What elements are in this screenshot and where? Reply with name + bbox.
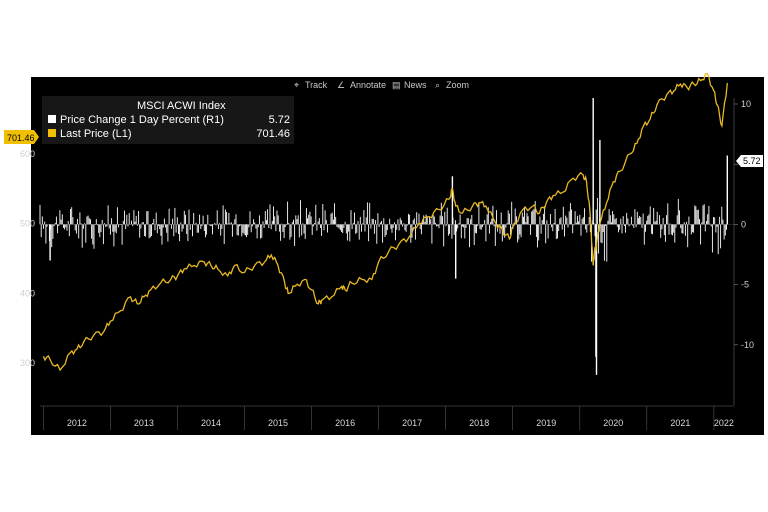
year-label: 2017: [402, 418, 422, 428]
left-price-badge: 701.46: [4, 130, 39, 144]
track-icon: ⌖: [294, 80, 299, 90]
toolbar-track-label: Track: [305, 80, 328, 90]
toolbar-zoom[interactable]: ⌕ Zoom: [435, 80, 469, 90]
right-badge-shape: [736, 155, 763, 167]
right-axis: -10-50510: [734, 99, 754, 350]
price-line: [42, 72, 728, 372]
year-label: 2016: [335, 418, 355, 428]
left-axis: 300 400 500 600: [20, 149, 35, 368]
year-label: 2022: [714, 418, 734, 428]
right-change-badge: 5.72: [736, 155, 763, 167]
left-tick-label: 300: [20, 358, 35, 368]
year-label: 2015: [268, 418, 288, 428]
legend-swatch-price: [48, 129, 56, 137]
right-tick-label: 0: [741, 219, 746, 229]
right-tick-label: -5: [741, 280, 749, 290]
toolbar-news[interactable]: ▤ News: [392, 80, 427, 90]
toolbar-news-label: News: [404, 80, 427, 90]
year-label: 2020: [603, 418, 623, 428]
annotate-icon: ∠: [337, 80, 345, 90]
legend-label-price: Last Price (L1): [60, 128, 132, 140]
year-label: 2019: [536, 418, 556, 428]
legend-swatch-change: [48, 115, 56, 123]
year-label: 2021: [670, 418, 690, 428]
left-badge-value: 701.46: [7, 133, 35, 143]
right-tick-label: -10: [741, 340, 754, 350]
toolbar: ⌖ Track ∠ Annotate ▤ News ⌕ Zoom: [294, 80, 469, 90]
toolbar-annotate[interactable]: ∠ Annotate: [337, 80, 386, 90]
left-tick-label: 400: [20, 288, 35, 298]
zoom-icon: ⌕: [435, 80, 440, 90]
left-badge-shape: [4, 130, 39, 144]
left-tick-label: 600: [20, 149, 35, 159]
legend-title: MSCI ACWI Index: [137, 100, 226, 112]
x-axis: 2012 2013 2014 2015 2016 2017 2018 2019 2020 2021…: [43, 406, 734, 430]
left-tick-label: 500: [20, 219, 35, 229]
legend-value-price: 701.46: [256, 128, 290, 140]
toolbar-track[interactable]: ⌖ Track: [294, 80, 328, 90]
year-label: 2013: [134, 418, 154, 428]
legend-label-change: Price Change 1 Day Percent (R1): [60, 114, 224, 126]
year-label: 2018: [469, 418, 489, 428]
toolbar-zoom-label: Zoom: [446, 80, 469, 90]
toolbar-annotate-label: Annotate: [350, 80, 386, 90]
legend-value-change: 5.72: [269, 114, 290, 126]
year-label: 2014: [201, 418, 221, 428]
right-tick-label: 10: [741, 99, 751, 109]
year-label: 2012: [67, 418, 87, 428]
legend-background: [42, 96, 294, 144]
news-icon: ▤: [392, 80, 401, 90]
legend: MSCI ACWI Index Price Change 1 Day Perce…: [42, 96, 294, 144]
right-badge-value: 5.72: [743, 156, 761, 166]
